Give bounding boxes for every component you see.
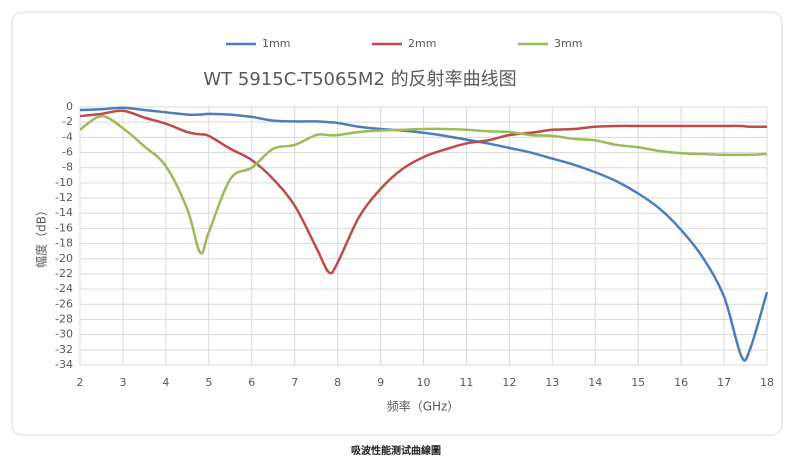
y-tick-label: -8 — [62, 161, 73, 174]
y-tick-label: -12 — [55, 191, 73, 204]
x-tick-label: 2 — [77, 376, 84, 389]
legend-label: 2mm — [408, 37, 436, 50]
x-axis-label: 频率（GHz） — [387, 399, 460, 414]
y-tick-label: -2 — [62, 115, 73, 128]
y-axis-label: 幅度（dB） — [34, 204, 49, 268]
y-tick-label: -16 — [55, 221, 73, 234]
y-tick-label: -32 — [55, 343, 73, 356]
x-tick-label: 8 — [334, 376, 341, 389]
x-tick-label: 4 — [162, 376, 169, 389]
x-tick-label: 15 — [631, 376, 645, 389]
x-tick-label: 11 — [459, 376, 473, 389]
x-tick-label: 6 — [248, 376, 255, 389]
x-tick-label: 12 — [502, 376, 516, 389]
legend-label: 1mm — [262, 37, 290, 50]
y-tick-label: -20 — [55, 252, 73, 265]
x-tick-label: 5 — [205, 376, 212, 389]
y-tick-label: -28 — [55, 312, 73, 325]
x-tick-label: 9 — [377, 376, 384, 389]
x-tick-label: 3 — [119, 376, 126, 389]
x-tick-label: 18 — [760, 376, 774, 389]
y-tick-label: -30 — [55, 328, 73, 341]
x-tick-label: 17 — [717, 376, 731, 389]
x-tick-label: 7 — [291, 376, 298, 389]
x-tick-label: 16 — [674, 376, 688, 389]
y-tick-label: -14 — [55, 206, 73, 219]
x-tick-label: 13 — [545, 376, 559, 389]
chart-title: WT 5915C-T5065M2 的反射率曲线图 — [203, 69, 516, 90]
chart-frame — [11, 11, 783, 436]
y-tick-label: -22 — [55, 267, 73, 280]
y-tick-label: -26 — [55, 297, 73, 310]
series-line — [79, 114, 768, 255]
y-tick-label: -34 — [55, 358, 73, 371]
y-tick-label: -18 — [55, 237, 73, 250]
y-tick-label: -6 — [62, 146, 73, 159]
x-tick-label: 14 — [588, 376, 602, 389]
x-tick-label: 10 — [417, 376, 431, 389]
y-tick-label: -10 — [55, 176, 73, 189]
y-tick-label: -24 — [55, 282, 73, 295]
legend-label: 3mm — [554, 37, 582, 50]
series-line — [79, 109, 768, 275]
y-tick-label: 0 — [66, 100, 73, 113]
y-tick-label: -4 — [62, 130, 73, 143]
series-line — [79, 106, 769, 362]
caption: 吸波性能测试曲線圖 — [351, 444, 441, 457]
